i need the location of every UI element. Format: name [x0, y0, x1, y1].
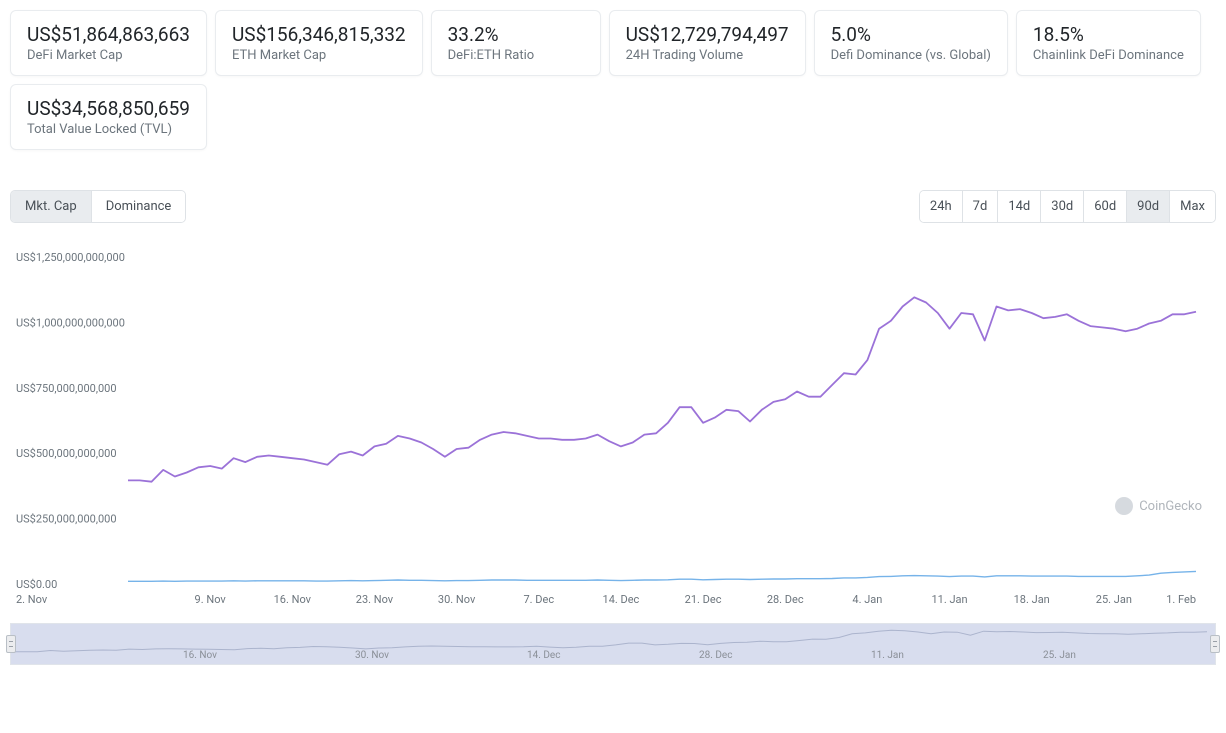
- navigator-handle-left[interactable]: [6, 635, 16, 653]
- tab-mktcap[interactable]: Mkt. Cap: [11, 191, 92, 222]
- svg-text:21. Dec: 21. Dec: [685, 593, 722, 606]
- card-value: 5.0%: [831, 23, 991, 46]
- navigator-svg: [11, 624, 1207, 664]
- svg-text:28. Dec: 28. Dec: [767, 593, 804, 606]
- card-defi-eth-ratio: 33.2% DeFi:ETH Ratio: [431, 10, 601, 76]
- range-7d[interactable]: 7d: [963, 191, 999, 222]
- card-label: DeFi Market Cap: [27, 48, 190, 63]
- range-30d[interactable]: 30d: [1041, 191, 1084, 222]
- card-value: US$12,729,794,497: [626, 23, 789, 46]
- range-14d[interactable]: 14d: [998, 191, 1041, 222]
- chart-navigator[interactable]: 16. Nov30. Nov14. Dec28. Dec11. Jan25. J…: [10, 623, 1216, 665]
- svg-text:US$500,000,000,000: US$500,000,000,000: [16, 447, 117, 460]
- svg-text:US$1,000,000,000,000: US$1,000,000,000,000: [16, 316, 125, 329]
- card-label: Defi Dominance (vs. Global): [831, 48, 991, 63]
- svg-text:2. Nov: 2. Nov: [16, 593, 48, 606]
- svg-text:4. Jan: 4. Jan: [852, 593, 882, 606]
- card-defi-dominance: 5.0% Defi Dominance (vs. Global): [814, 10, 1008, 76]
- svg-text:US$250,000,000,000: US$250,000,000,000: [16, 513, 117, 526]
- stat-cards: US$51,864,863,663 DeFi Market Cap US$156…: [10, 10, 1216, 150]
- card-eth-market-cap: US$156,346,815,332 ETH Market Cap: [215, 10, 423, 76]
- svg-text:23. Nov: 23. Nov: [356, 593, 394, 606]
- tab-dominance[interactable]: Dominance: [92, 191, 186, 222]
- svg-text:US$1,250,000,000,000: US$1,250,000,000,000: [16, 251, 125, 264]
- card-tvl: US$34,568,850,659 Total Value Locked (TV…: [10, 84, 207, 150]
- svg-text:11. Jan: 11. Jan: [931, 593, 967, 606]
- navigator-handle-right[interactable]: [1210, 635, 1220, 653]
- svg-text:30. Nov: 30. Nov: [438, 593, 476, 606]
- svg-text:14. Dec: 14. Dec: [603, 593, 640, 606]
- metric-segment: Mkt. Cap Dominance: [10, 190, 186, 223]
- range-60d[interactable]: 60d: [1084, 191, 1127, 222]
- card-value: 33.2%: [448, 23, 584, 46]
- chart-svg[interactable]: US$0.00 US$250,000,000,000 US$500,000,000,…: [10, 235, 1210, 615]
- card-label: DeFi:ETH Ratio: [448, 48, 584, 63]
- card-24h-volume: US$12,729,794,497 24H Trading Volume: [609, 10, 806, 76]
- svg-text:7. Dec: 7. Dec: [523, 593, 554, 606]
- range-24h[interactable]: 24h: [920, 191, 963, 222]
- svg-text:18. Jan: 18. Jan: [1014, 593, 1050, 606]
- card-label: Chainlink DeFi Dominance: [1033, 48, 1184, 63]
- card-value: US$51,864,863,663: [27, 23, 190, 46]
- card-label: 24H Trading Volume: [626, 48, 789, 63]
- card-value: US$156,346,815,332: [232, 23, 406, 46]
- range-segment: 24h 7d 14d 30d 60d 90d Max: [919, 190, 1216, 223]
- card-chainlink-dominance: 18.5% Chainlink DeFi Dominance: [1016, 10, 1201, 76]
- svg-text:1. Feb: 1. Feb: [1166, 593, 1196, 606]
- svg-text:25. Jan: 25. Jan: [1096, 593, 1132, 606]
- chart-toolbar: Mkt. Cap Dominance 24h 7d 14d 30d 60d 90…: [10, 190, 1216, 223]
- svg-text:9. Nov: 9. Nov: [195, 593, 227, 606]
- card-value: US$34,568,850,659: [27, 97, 190, 120]
- card-label: Total Value Locked (TVL): [27, 122, 190, 137]
- svg-text:US$0.00: US$0.00: [16, 578, 57, 591]
- range-max[interactable]: Max: [1170, 191, 1215, 222]
- card-value: 18.5%: [1033, 23, 1184, 46]
- chart: US$0.00 US$250,000,000,000 US$500,000,000,…: [10, 235, 1216, 615]
- range-90d[interactable]: 90d: [1127, 191, 1170, 222]
- svg-text:US$750,000,000,000: US$750,000,000,000: [16, 382, 117, 395]
- svg-text:16. Nov: 16. Nov: [274, 593, 312, 606]
- card-label: ETH Market Cap: [232, 48, 406, 63]
- card-defi-market-cap: US$51,864,863,663 DeFi Market Cap: [10, 10, 207, 76]
